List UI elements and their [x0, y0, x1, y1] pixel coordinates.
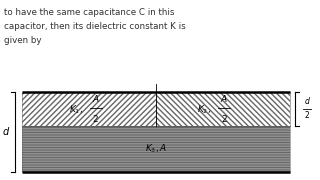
Bar — [22, 92, 156, 126]
Text: $2$: $2$ — [221, 113, 228, 125]
Text: given by: given by — [4, 36, 42, 45]
Text: $A$: $A$ — [220, 93, 228, 104]
Text: d: d — [3, 127, 9, 137]
Bar — [156, 92, 290, 126]
Text: $K_2,$: $K_2,$ — [197, 103, 211, 116]
Text: $A$: $A$ — [92, 93, 100, 104]
Bar — [22, 126, 290, 172]
Bar — [22, 126, 290, 172]
Text: d: d — [305, 97, 309, 106]
Text: $2$: $2$ — [92, 113, 99, 125]
Bar — [22, 92, 156, 126]
Text: $K_1,$: $K_1,$ — [68, 103, 83, 116]
Text: to have the same capacitance C in this: to have the same capacitance C in this — [4, 8, 174, 17]
Bar — [156, 92, 290, 126]
Text: 2: 2 — [305, 111, 309, 120]
Text: $K_3,  A$: $K_3, A$ — [145, 143, 167, 155]
Text: capacitor, then its dielectric constant K is: capacitor, then its dielectric constant … — [4, 22, 186, 31]
